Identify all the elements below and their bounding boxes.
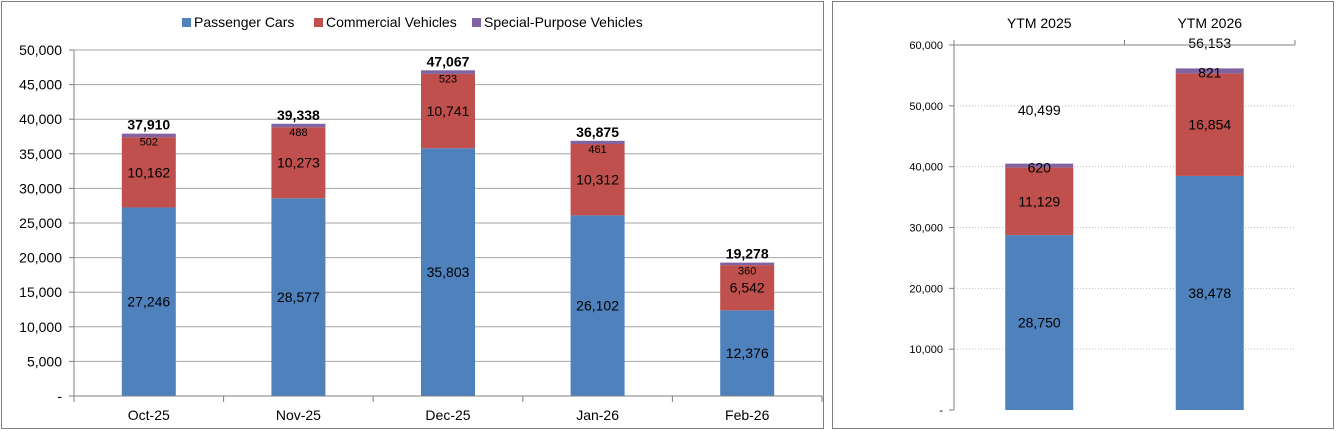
total-label: 39,338 xyxy=(277,107,320,123)
y-axis-tick-labels: - 5,000 10,000 15,000 20,000 25,000 30,000 35,0… xyxy=(19,42,62,404)
x-tick-label: YTM 2025 xyxy=(1007,15,1072,31)
monthly-sales-chart: Passenger Cars Commercial Vehicles Speci… xyxy=(19,14,823,423)
monthly-sales-chart-panel: Passenger Cars Commercial Vehicles Speci… xyxy=(1,1,824,429)
y-tick-label: 40,000 xyxy=(909,162,943,174)
y-tick-label: 30,000 xyxy=(19,180,62,196)
data-label-commercial: 10,312 xyxy=(576,172,619,188)
data-label-special: 620 xyxy=(1028,160,1052,176)
total-label: 40,499 xyxy=(1018,102,1061,118)
data-label-commercial: 11,129 xyxy=(1018,193,1060,209)
y-tick-label: 40,000 xyxy=(19,111,62,127)
data-label-commercial: 10,162 xyxy=(127,164,170,180)
bar-segment-passenger xyxy=(720,310,775,396)
y-tick-label: 35,000 xyxy=(19,146,62,162)
y-tick-label: 20,000 xyxy=(19,250,62,266)
bar-segment-special xyxy=(720,262,775,266)
data-label-commercial: 6,542 xyxy=(730,280,765,296)
data-labels: 28,750 11,129 620 38,478 16,854 821 40,499 56,1… xyxy=(1018,35,1232,331)
data-label-passenger: 27,246 xyxy=(127,294,170,310)
data-label-special: 360 xyxy=(738,266,756,278)
y-tick-label: 5,000 xyxy=(27,353,62,369)
total-label: 37,910 xyxy=(127,117,170,133)
x-tick-label: YTM 2026 xyxy=(1177,15,1242,31)
y-tick-label: 50,000 xyxy=(19,42,62,58)
data-label-special: 488 xyxy=(289,127,307,139)
data-label-special: 821 xyxy=(1198,64,1222,80)
total-label: 19,278 xyxy=(726,246,769,262)
data-label-special: 461 xyxy=(588,144,606,156)
bar-segment-passenger xyxy=(1005,235,1074,410)
y-tick-label: 60,000 xyxy=(909,40,943,52)
x-axis-top: YTM 2025 YTM 2026 xyxy=(953,15,1296,410)
bar-segment-commercial xyxy=(271,127,326,199)
bar-segment-special xyxy=(570,140,625,145)
data-label-passenger: 12,376 xyxy=(726,345,769,361)
bar-segment-commercial xyxy=(421,73,475,149)
y-tick-label: 20,000 xyxy=(909,283,943,295)
legend-label-commercial: Commercial Vehicles xyxy=(326,14,457,30)
data-label-commercial: 10,741 xyxy=(427,103,470,119)
total-label: 36,875 xyxy=(576,124,619,140)
data-label-passenger: 26,102 xyxy=(576,298,619,314)
bar-segment-passenger xyxy=(570,215,625,396)
bar-segment-special xyxy=(421,70,475,74)
x-tick-label: Nov-25 xyxy=(276,407,321,423)
bar-segment-commercial xyxy=(570,144,625,216)
data-label-passenger: 35,803 xyxy=(427,264,470,280)
data-label-commercial: 10,273 xyxy=(277,155,320,171)
bar-segment-special xyxy=(271,123,326,128)
bar-segment-passenger xyxy=(421,148,475,396)
bar-segment-commercial xyxy=(720,265,775,311)
x-tick-label: Dec-25 xyxy=(425,407,470,423)
bar-segment-commercial xyxy=(1005,167,1074,236)
legend-label-passenger: Passenger Cars xyxy=(194,14,294,30)
y-tick-label: 50,000 xyxy=(909,101,943,113)
y-tick-label: 30,000 xyxy=(909,223,943,235)
legend-swatch-passenger xyxy=(182,18,191,27)
legend-swatch-special xyxy=(472,18,481,27)
stacked-bars xyxy=(121,70,775,396)
y-tick-label: 45,000 xyxy=(19,77,62,93)
bar-segment-special xyxy=(1175,68,1244,74)
x-tick-label: Feb-26 xyxy=(725,407,770,423)
data-label-passenger: 28,577 xyxy=(277,289,320,305)
y-tick-label: 10,000 xyxy=(19,319,62,335)
y-tick-label: - xyxy=(939,405,943,417)
total-label: 47,067 xyxy=(427,53,470,69)
x-tick-label: Jan-26 xyxy=(576,407,619,423)
bar-segment-passenger xyxy=(271,198,326,396)
bar-segment-commercial xyxy=(121,137,176,208)
bar-segment-passenger xyxy=(1175,175,1244,410)
x-tick-label: Oct-25 xyxy=(128,407,170,423)
total-label: 56,153 xyxy=(1188,35,1231,51)
data-label-commercial: 16,854 xyxy=(1188,117,1231,133)
bar-segment-special xyxy=(121,133,176,138)
chart-legend: Passenger Cars Commercial Vehicles Speci… xyxy=(182,14,643,30)
bar-segment-passenger xyxy=(121,207,176,396)
bar-segment-commercial xyxy=(1175,73,1244,176)
stacked-bars xyxy=(1005,68,1244,410)
y-gridlines xyxy=(949,44,1295,411)
ytm-comparison-chart-panel: - 10,000 20,000 30,000 40,000 50,000 60,000 28… xyxy=(832,1,1334,429)
data-labels: 27,246 10,162 502 37,910 28,577 10,273 488 39,3… xyxy=(127,53,768,361)
y-tick-label: 15,000 xyxy=(19,284,62,300)
bar-segment-special xyxy=(1005,163,1074,168)
y-tick-label: 10,000 xyxy=(909,344,943,356)
ytm-comparison-chart: - 10,000 20,000 30,000 40,000 50,000 60,000 28… xyxy=(909,15,1296,417)
y-tick-label: - xyxy=(57,388,62,404)
legend-swatch-commercial xyxy=(314,18,323,27)
data-label-passenger: 28,750 xyxy=(1018,315,1061,331)
data-label-special: 523 xyxy=(439,73,457,85)
data-label-passenger: 38,478 xyxy=(1188,285,1231,301)
legend-label-special: Special-Purpose Vehicles xyxy=(484,14,643,30)
data-label-special: 502 xyxy=(140,137,158,149)
y-tick-label: 25,000 xyxy=(19,215,62,231)
y-axis-tick-labels: - 10,000 20,000 30,000 40,000 50,000 60,000 xyxy=(909,40,943,417)
x-axis: Oct-25 Nov-25 Dec-25 Jan-26 Feb-26 xyxy=(73,50,823,423)
